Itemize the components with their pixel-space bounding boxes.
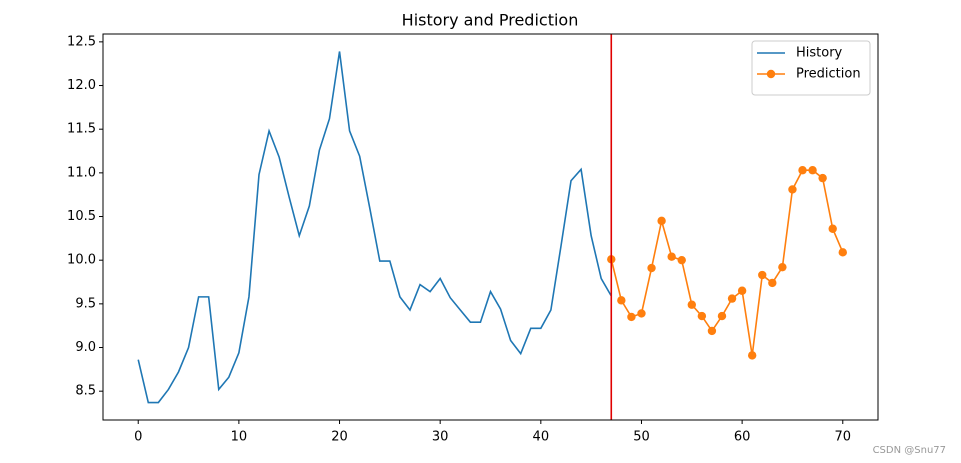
point (778, 262, 787, 272)
x-tick-label: 0 (134, 430, 142, 445)
point (768, 278, 777, 288)
point (677, 255, 686, 265)
point (737, 286, 747, 295)
legend-label: Prediction (796, 67, 861, 82)
y-tick-label: 9.5 (75, 296, 96, 311)
axes-frame (102, 33, 879, 421)
point (657, 216, 666, 226)
y-tick-label: 10.5 (67, 209, 96, 224)
x-tick-label: 60 (734, 430, 751, 445)
x-tick-label: 20 (331, 430, 348, 445)
x-tick-label: 50 (633, 430, 650, 445)
point (747, 351, 757, 360)
y-tick-label: 11.0 (67, 165, 96, 180)
x-tick-label: 70 (834, 430, 851, 445)
point (667, 252, 676, 261)
point (788, 185, 797, 194)
point (727, 294, 737, 303)
point (687, 300, 696, 309)
line-series (610, 169, 844, 356)
y-tick-label: 8.5 (75, 384, 96, 399)
x-tick-label: 10 (231, 430, 248, 445)
point (697, 311, 707, 321)
point (838, 248, 847, 257)
point (818, 173, 827, 183)
point (717, 311, 727, 321)
x-tick-label: 40 (533, 430, 550, 445)
y-tick-label: 10.0 (67, 253, 96, 268)
y-tick-label: 9.0 (75, 340, 96, 355)
y-tick-label: 11.5 (67, 122, 96, 137)
point (707, 326, 717, 336)
legend-box (751, 40, 871, 96)
point (828, 224, 837, 233)
point (637, 309, 646, 318)
y-tick-label: 12.0 (67, 78, 96, 93)
y-tick-label: 12.5 (67, 34, 96, 49)
point (798, 166, 807, 175)
point (808, 166, 817, 175)
watermark: CSDN @Snu77 (873, 445, 946, 456)
point (647, 263, 656, 273)
legend-marker (766, 69, 776, 79)
legend-label: History (796, 46, 843, 61)
point (627, 312, 636, 322)
line-series (137, 51, 612, 404)
x-tick-label: 30 (432, 430, 449, 445)
point (758, 270, 767, 280)
chart-title: History and Prediction (402, 11, 579, 30)
point (617, 296, 626, 305)
